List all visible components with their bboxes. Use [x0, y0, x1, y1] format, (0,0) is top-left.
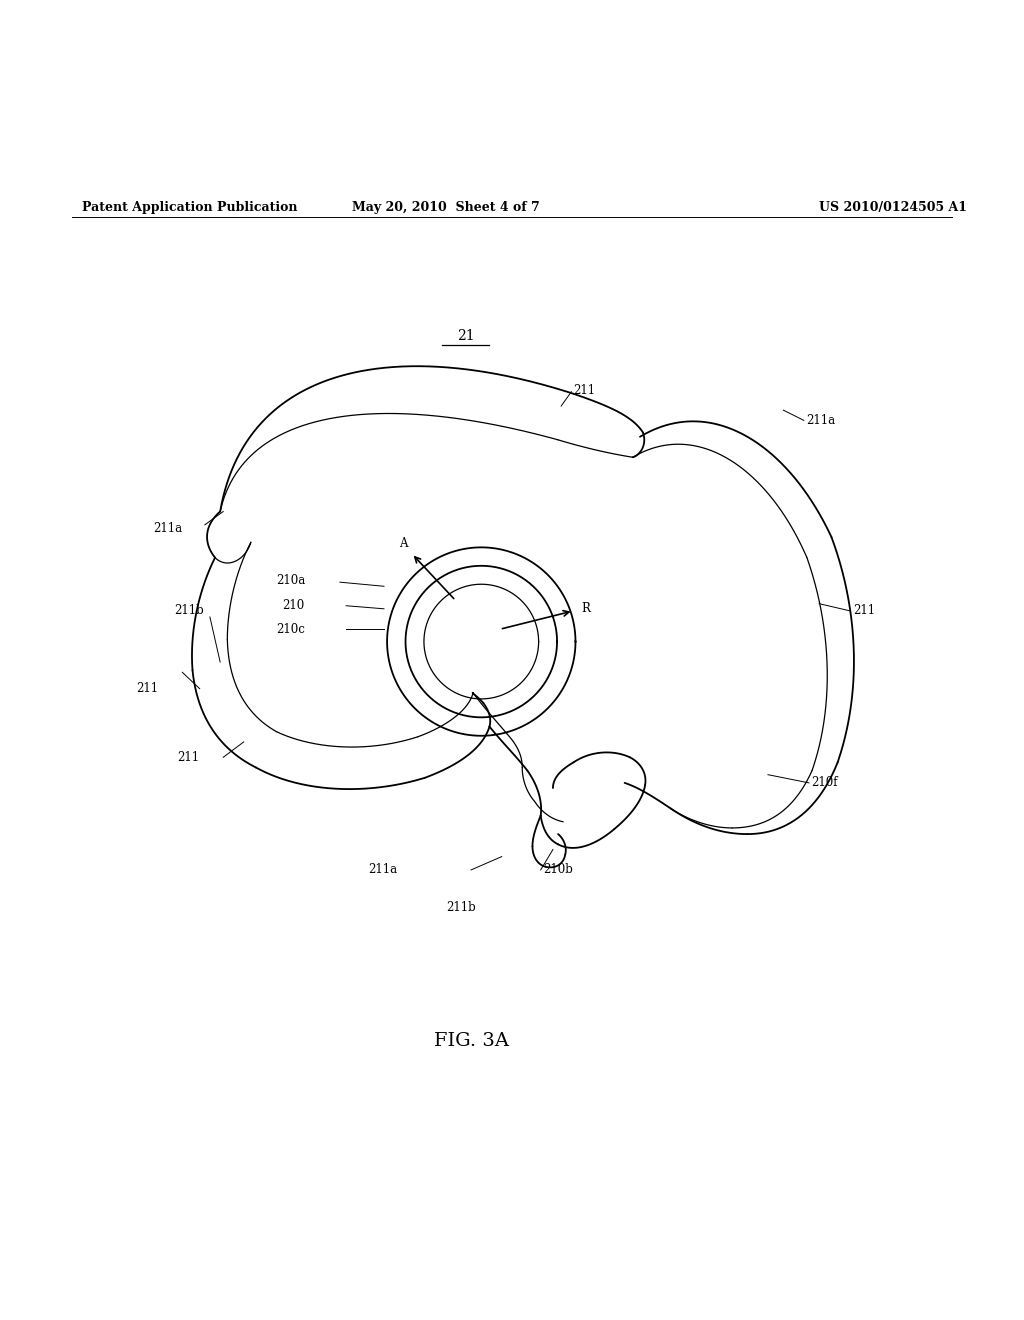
Text: US 2010/0124505 A1: US 2010/0124505 A1	[819, 201, 968, 214]
Text: May 20, 2010  Sheet 4 of 7: May 20, 2010 Sheet 4 of 7	[351, 201, 540, 214]
Text: 211: 211	[573, 384, 596, 397]
Text: R: R	[582, 602, 590, 615]
Text: 21: 21	[457, 329, 475, 343]
Text: 211a: 211a	[806, 414, 835, 426]
Text: 211b: 211b	[445, 902, 476, 915]
Text: FIG. 3A: FIG. 3A	[433, 1032, 509, 1049]
Text: A: A	[399, 537, 408, 549]
Text: 211b: 211b	[174, 605, 204, 618]
Text: 211: 211	[853, 605, 876, 618]
Text: 210: 210	[283, 599, 305, 612]
Text: 211: 211	[177, 751, 200, 764]
Text: 211a: 211a	[154, 523, 182, 536]
Text: 211a: 211a	[369, 863, 397, 876]
Text: 210c: 210c	[276, 623, 305, 636]
Text: Patent Application Publication: Patent Application Publication	[82, 201, 297, 214]
Text: 210b: 210b	[543, 863, 572, 876]
Text: 210a: 210a	[276, 574, 306, 586]
Text: 211: 211	[136, 682, 159, 696]
Text: 210f: 210f	[811, 776, 838, 789]
